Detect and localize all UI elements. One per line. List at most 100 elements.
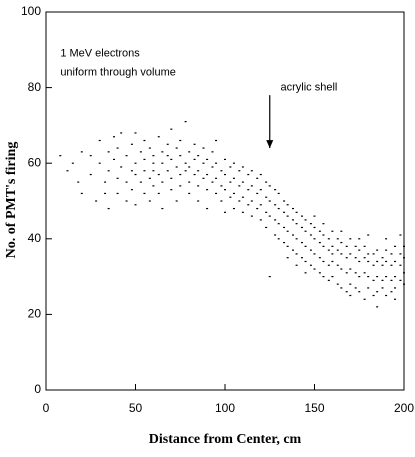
data-point <box>313 215 316 217</box>
data-point <box>143 192 146 195</box>
data-point <box>130 189 133 191</box>
data-point <box>256 192 259 195</box>
y-tick-label: 40 <box>28 231 42 245</box>
data-point <box>268 200 271 202</box>
data-point <box>107 207 110 210</box>
data-point <box>148 200 151 202</box>
data-point <box>274 204 277 206</box>
data-point <box>170 128 173 130</box>
data-point <box>327 264 330 266</box>
data-point <box>309 249 312 251</box>
annotation: uniform through volume <box>60 66 176 78</box>
data-point <box>80 151 83 153</box>
data-point <box>336 249 339 251</box>
data-point <box>304 245 307 247</box>
data-point <box>309 223 312 225</box>
data-point <box>304 230 307 232</box>
data-point <box>107 151 110 153</box>
data-point <box>268 185 271 187</box>
data-point <box>349 268 352 270</box>
data-point <box>381 279 384 281</box>
data-point <box>277 223 280 225</box>
data-point <box>322 260 325 263</box>
data-point <box>211 181 214 183</box>
data-point <box>211 166 214 168</box>
data-point <box>113 136 116 138</box>
data-point <box>157 136 160 138</box>
data-point <box>206 189 209 191</box>
data-point <box>286 245 289 247</box>
data-point <box>220 170 223 172</box>
data-point <box>89 173 92 176</box>
data-point <box>372 294 375 297</box>
data-point <box>229 181 232 183</box>
data-point <box>331 230 334 232</box>
data-point <box>134 204 137 206</box>
data-point <box>215 162 218 164</box>
data-point <box>259 189 262 191</box>
data-point <box>286 215 289 217</box>
y-tick-label: 80 <box>28 80 42 94</box>
data-point <box>372 253 375 255</box>
data-point <box>259 173 262 176</box>
data-point <box>89 155 92 157</box>
data-point <box>268 215 271 217</box>
data-point <box>313 238 316 240</box>
data-point <box>376 260 379 263</box>
data-point <box>283 226 286 229</box>
data-point <box>274 189 277 191</box>
data-point <box>300 215 303 217</box>
data-point <box>331 260 334 263</box>
data-point <box>340 287 343 289</box>
data-point <box>184 121 187 123</box>
data-point <box>268 276 271 278</box>
data-point <box>367 253 370 255</box>
data-point <box>318 230 321 232</box>
data-point <box>300 257 303 259</box>
data-point <box>152 155 155 157</box>
data-point <box>385 276 388 278</box>
data-point <box>120 132 123 134</box>
data-point <box>372 279 375 281</box>
data-point <box>134 162 137 164</box>
data-point <box>274 219 277 221</box>
data-point <box>322 223 325 225</box>
data-point <box>354 287 357 289</box>
data-point <box>358 276 361 278</box>
data-point <box>188 192 191 195</box>
data-point <box>179 173 182 176</box>
data-point <box>309 264 312 266</box>
data-point <box>292 219 295 221</box>
data-point <box>184 162 187 164</box>
data-point <box>161 181 164 183</box>
data-point <box>286 230 289 232</box>
data-point <box>394 276 397 278</box>
data-point <box>336 283 339 285</box>
data-point <box>327 279 330 281</box>
data-point <box>403 257 405 259</box>
data-point <box>304 219 307 221</box>
data-point <box>250 170 253 172</box>
data-point <box>394 287 397 289</box>
data-point <box>220 185 223 187</box>
data-point <box>295 238 298 240</box>
data-point <box>170 189 173 191</box>
data-point <box>381 257 384 259</box>
data-point <box>215 177 218 179</box>
data-point <box>274 234 277 236</box>
data-point <box>157 173 160 176</box>
data-point <box>170 158 173 161</box>
data-point <box>349 253 352 255</box>
data-point <box>166 143 169 145</box>
data-point <box>363 257 366 259</box>
data-point <box>152 162 155 164</box>
data-point <box>166 155 169 157</box>
data-point <box>229 166 232 168</box>
x-tick-label: 150 <box>304 401 324 415</box>
data-point <box>277 192 280 195</box>
data-point <box>399 279 402 281</box>
data-point <box>286 257 289 259</box>
data-point <box>403 272 405 274</box>
data-point <box>403 283 405 285</box>
data-point <box>372 264 375 266</box>
